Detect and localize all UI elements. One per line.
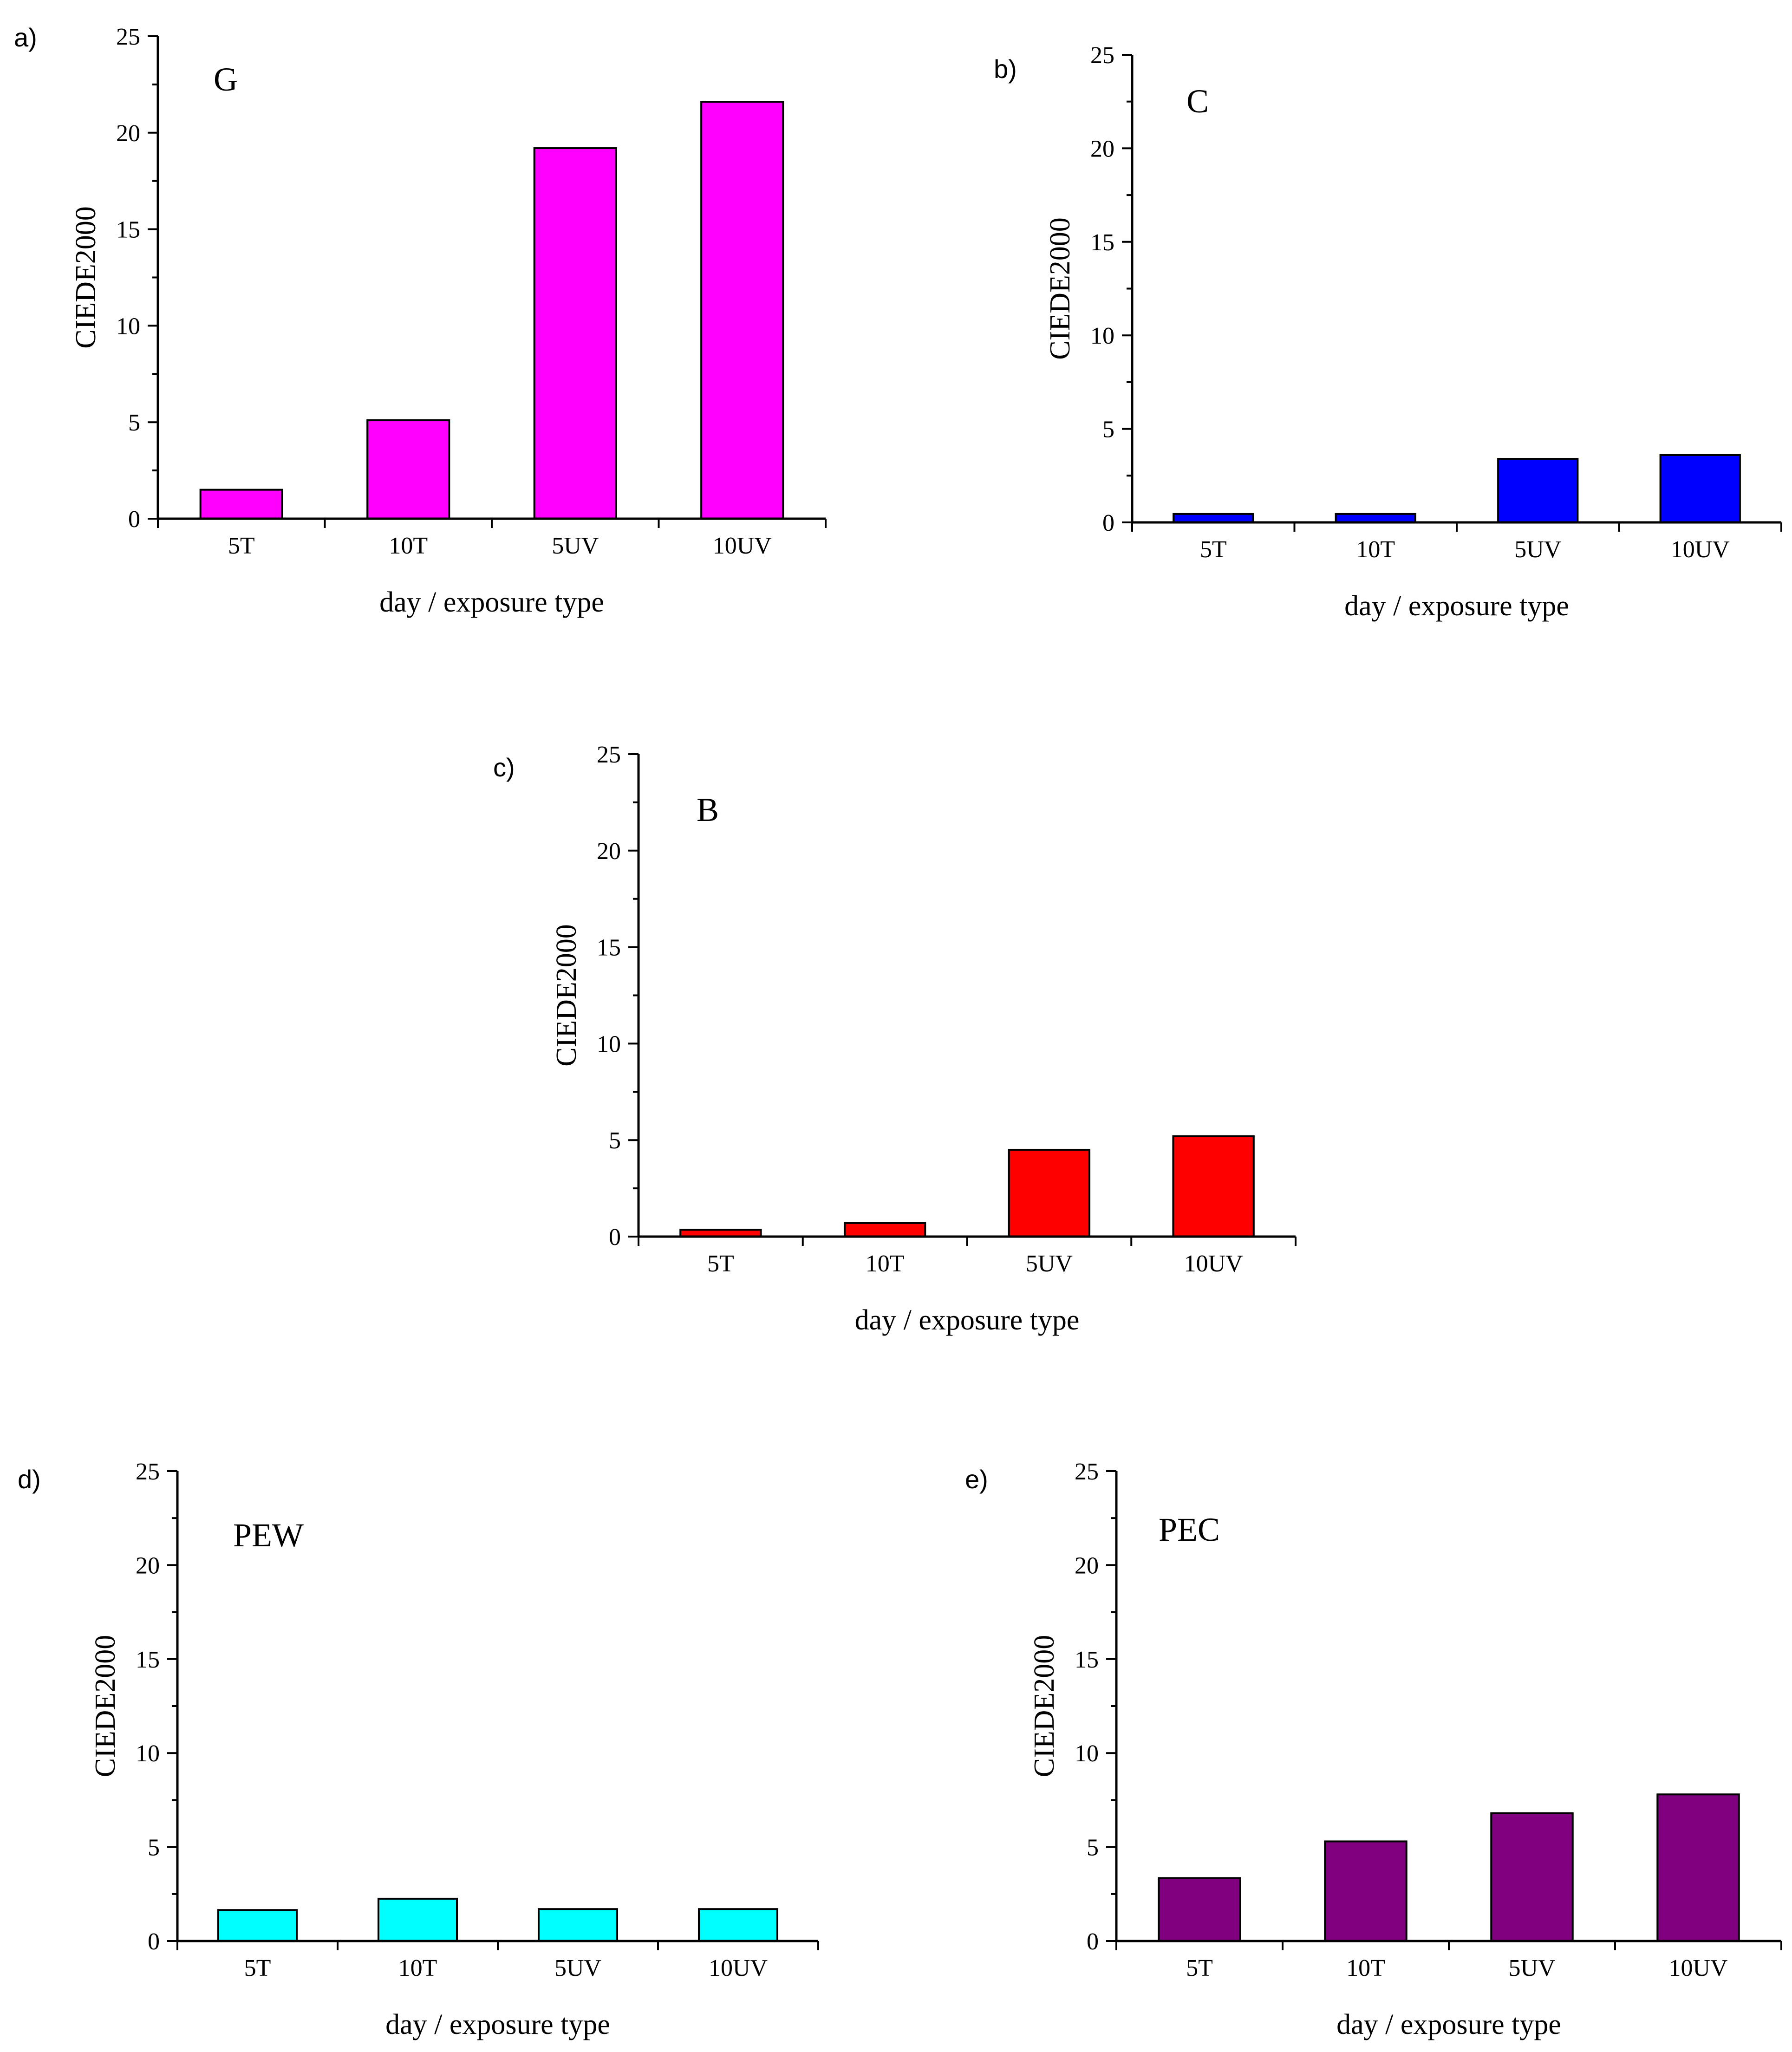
chart-panel-2: b) C 0 5 10 15 20 25 5T 10T 5UV 10UV day / exposure … — [994, 42, 1782, 622]
bar-10UV — [1656, 1793, 1740, 1942]
x-tick-label: 5UV — [552, 533, 599, 559]
x-tick-label: 10UV — [1668, 1955, 1727, 1981]
bar-5UV — [537, 1908, 619, 1942]
panel-label: e) — [965, 1465, 988, 1494]
x-tick-label: 5T — [1200, 536, 1227, 563]
y-tick-label: 10 — [597, 1031, 621, 1057]
panel-label: a) — [14, 23, 37, 52]
panel-title: PEW — [233, 1517, 304, 1554]
y-tick-label: 5 — [1102, 417, 1114, 443]
x-tick-label: 5T — [228, 533, 255, 559]
y-tick-label: 10 — [1075, 1740, 1099, 1767]
y-tick-label: 15 — [597, 935, 621, 961]
y-tick-label: 0 — [148, 1928, 160, 1955]
x-axis-title: day / exposure type — [855, 1304, 1080, 1336]
x-tick-label: 5UV — [554, 1955, 601, 1981]
x-axis-title: day / exposure type — [385, 2009, 610, 2040]
chart-panel-5: e) PEC 0 5 10 15 20 25 5T 10T 5UV 10UV day / exposur… — [965, 1459, 1782, 2040]
x-axis-title: day / exposure type — [1336, 2009, 1561, 2040]
panel-label: d) — [18, 1465, 41, 1494]
y-tick-label: 0 — [128, 506, 140, 533]
y-tick-label: 5 — [1087, 1835, 1099, 1861]
y-axis-title: CIEDE2000 — [70, 206, 102, 349]
chart-panel-3: c) B 0 5 10 15 20 25 5T 10T 5UV 10UV day / exposure … — [493, 742, 1297, 1336]
y-axis-title: CIEDE2000 — [551, 924, 582, 1067]
bar-10UV — [697, 1908, 779, 1942]
x-axis-title: day / exposure type — [1344, 590, 1569, 622]
bar-10T — [843, 1222, 926, 1238]
bar-5T — [199, 489, 283, 520]
x-tick-label: 5T — [707, 1251, 734, 1277]
y-tick-label: 25 — [1090, 42, 1114, 69]
bar-5T — [1158, 1877, 1241, 1942]
y-tick-label: 0 — [1102, 510, 1114, 536]
x-tick-label: 10T — [389, 533, 428, 559]
y-tick-label: 25 — [1075, 1459, 1099, 1485]
y-tick-label: 5 — [609, 1127, 621, 1154]
panel-title: G — [214, 61, 238, 98]
x-tick-label: 5UV — [1026, 1251, 1073, 1277]
x-tick-label: 5T — [1186, 1955, 1213, 1981]
x-tick-label: 5UV — [1508, 1955, 1555, 1981]
y-axis-title: CIEDE2000 — [90, 1635, 121, 1778]
y-tick-label: 20 — [597, 838, 621, 865]
bar-5T — [217, 1909, 298, 1942]
y-tick-label: 15 — [136, 1647, 160, 1673]
chart-panel-1: a) G 0 5 10 15 20 25 5T 10T 5UV 10UV day / exposure … — [14, 23, 827, 618]
y-tick-label: 10 — [1090, 323, 1114, 349]
y-tick-label: 15 — [116, 217, 140, 243]
y-tick-label: 15 — [1090, 229, 1114, 256]
x-tick-label: 10T — [1356, 536, 1395, 563]
y-axis-title: CIEDE2000 — [1044, 217, 1076, 360]
panel-label: b) — [994, 54, 1017, 84]
x-tick-label: 10UV — [1671, 536, 1730, 563]
y-tick-label: 20 — [136, 1552, 160, 1579]
y-axis-title: CIEDE2000 — [1029, 1635, 1060, 1778]
panel-title: C — [1186, 83, 1209, 120]
x-tick-label: 10T — [398, 1955, 437, 1981]
bar-10UV — [1172, 1135, 1255, 1238]
bar-5UV — [1497, 458, 1579, 523]
y-tick-label: 5 — [128, 410, 140, 436]
x-axis-title: day / exposure type — [379, 586, 604, 618]
y-tick-label: 15 — [1075, 1647, 1099, 1673]
bar-10T — [1324, 1840, 1408, 1942]
y-tick-label: 20 — [1090, 136, 1114, 162]
x-tick-label: 10T — [1346, 1955, 1385, 1981]
bar-10T — [1335, 513, 1416, 524]
bar-5UV — [1490, 1812, 1574, 1942]
bar-10UV — [1659, 454, 1741, 523]
panel-title: B — [697, 791, 719, 828]
y-tick-label: 25 — [116, 24, 140, 50]
bar-5T — [1173, 513, 1254, 524]
y-tick-label: 0 — [1087, 1928, 1099, 1955]
panel-title: PEC — [1159, 1511, 1220, 1548]
y-tick-label: 25 — [136, 1459, 160, 1485]
bar-10UV — [700, 101, 784, 520]
bar-10T — [366, 419, 450, 520]
y-tick-label: 10 — [136, 1740, 160, 1767]
x-tick-label: 10T — [866, 1251, 905, 1277]
bar-10T — [377, 1897, 458, 1942]
x-tick-label: 10UV — [709, 1955, 768, 1981]
y-tick-label: 25 — [597, 742, 621, 768]
y-tick-label: 20 — [116, 120, 140, 147]
y-tick-label: 0 — [609, 1224, 621, 1251]
x-tick-label: 5T — [244, 1955, 271, 1981]
x-tick-label: 5UV — [1514, 536, 1561, 563]
x-tick-label: 10UV — [1184, 1251, 1243, 1277]
bar-5UV — [1008, 1148, 1091, 1238]
y-tick-label: 5 — [148, 1835, 160, 1861]
panel-label: c) — [493, 753, 515, 782]
y-tick-label: 10 — [116, 313, 140, 339]
chart-panel-4: d) PEW 0 5 10 15 20 25 5T 10T 5UV 10UV day / exposur… — [18, 1459, 819, 2040]
x-tick-label: 10UV — [713, 533, 772, 559]
y-tick-label: 20 — [1075, 1552, 1099, 1579]
bar-5UV — [533, 147, 617, 520]
